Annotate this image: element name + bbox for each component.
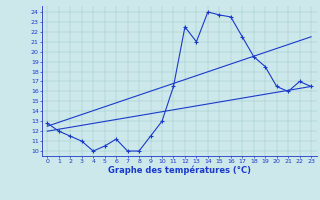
X-axis label: Graphe des températures (°C): Graphe des températures (°C) bbox=[108, 165, 251, 175]
